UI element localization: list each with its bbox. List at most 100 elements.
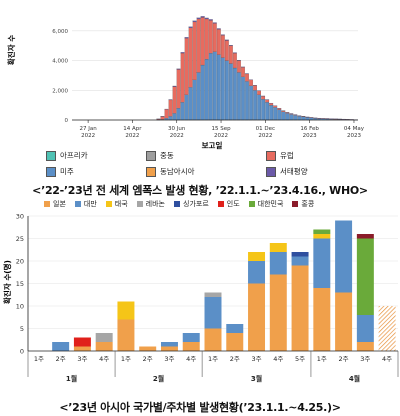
chart2-week-label: 3주 (164, 355, 174, 363)
legend-label: 아프리카 (60, 151, 88, 160)
chart1-bar-europe (184, 38, 189, 95)
legend-item-middle-east: 중동 (146, 150, 174, 161)
chart2-bar-segment (335, 292, 353, 351)
legend-swatch (146, 150, 156, 161)
legend2-swatch (217, 201, 224, 207)
legend2-item-japan: 일본 (44, 198, 66, 210)
chart1-bar-americas (241, 76, 245, 121)
chart1-bar-americas (220, 57, 225, 121)
chart2-bar-segment (335, 220, 353, 293)
legend2-label: 인도 (226, 200, 240, 208)
chart1-bar-europe (220, 35, 225, 58)
legend2-label: 레바논 (145, 200, 165, 208)
chart1-x-tick-label: 30 Jun (168, 126, 186, 132)
chart1-bar-others (224, 39, 229, 41)
chart2-bar-segment (269, 243, 287, 252)
legend2-label: 대만 (83, 200, 97, 208)
chart2-bar-segment (269, 274, 287, 351)
legend-item-w-pacific: 서태평양 (266, 166, 308, 177)
chart2-bar-segment (291, 265, 309, 351)
chart1-y-tick-label: 6,000 (52, 29, 68, 35)
chart2-week-label: 4주 (382, 355, 392, 363)
chart1-bar-americas (289, 114, 294, 121)
chart2-bar-segment (139, 346, 157, 351)
legend2-swatch (136, 201, 143, 207)
chart2-y-tick-label: 5 (20, 325, 24, 333)
chart1-bar-americas (261, 99, 266, 121)
chart1-bar-others (200, 16, 205, 18)
country-legend: 일본 대만 태국 레바논 싱가포르 인도 대한민국 홍콩 (44, 198, 384, 210)
chart1-bar-europe (257, 90, 261, 95)
chart1-bar-americas (277, 109, 282, 121)
chart1-bar-europe (224, 40, 229, 61)
chart2-bar-segment (160, 346, 178, 351)
chart1-bar-europe (265, 99, 270, 103)
chart2-week-label: 3주 (360, 355, 370, 363)
chart2-week-label: 2주 (56, 355, 66, 363)
chart1-bar-europe (200, 17, 205, 66)
chart1-bar-europe (192, 21, 197, 80)
chart1-bar-europe (273, 105, 278, 108)
chart1-bar-others (216, 28, 221, 30)
chart1-x-tick-label: 14 Apr (123, 126, 142, 132)
chart1-bar-americas (176, 108, 181, 121)
chart1-bar-europe (176, 69, 181, 109)
legend2-label: 태국 (114, 200, 128, 208)
chart1-bar-americas (293, 115, 298, 121)
chart2-week-label: 4주 (273, 355, 283, 363)
chart2-week-label: 1주 (208, 355, 218, 363)
chart2-bar-segment (356, 238, 374, 315)
chart1-bar-europe (289, 113, 294, 115)
legend2-label: 대한민국 (257, 200, 284, 208)
chart2-month-label: 1월 (66, 374, 77, 383)
legend2-item-lebanon: 레바논 (136, 198, 165, 210)
chart1-bar-europe (249, 79, 253, 86)
chart1-bar-americas (172, 113, 177, 121)
chart2-bar-segment (226, 324, 244, 333)
chart2-bar-segment (182, 342, 200, 351)
chart1-bar-others (196, 17, 201, 20)
chart2-bar-segment (95, 333, 113, 342)
chart1-bar-americas (301, 116, 306, 121)
chart1-bar-americas (184, 94, 189, 121)
chart1-bar-others (188, 26, 193, 28)
chart1-bar-europe (229, 45, 233, 64)
chart1-bar-americas (200, 64, 205, 121)
legend2-item-singapore: 싱가포르 (174, 198, 209, 210)
chart1-bar-americas (168, 116, 173, 121)
chart2-week-label: 1주 (34, 355, 44, 363)
chart2-bar-segment (313, 229, 331, 234)
chart2-y-tick-label: 10 (16, 303, 24, 311)
chart1-bar-others (180, 52, 185, 54)
legend-item-europe: 유럽 (266, 150, 294, 161)
chart1-bar-europe (237, 60, 241, 73)
legend-swatch (46, 150, 56, 161)
chart2-week-label: 4주 (186, 355, 196, 363)
chart1-bar-others (233, 52, 237, 54)
chart2-month-label: 3월 (251, 374, 262, 383)
asia-weekly-chart: 확진자 수(명) 0 5 10 15 20 25 30 1주 2주 3주 4주 1주 2주 3주 4주 1주 2… (2, 213, 399, 383)
chart1-bar-europe (160, 116, 165, 120)
chart1-bar-europe (188, 27, 193, 88)
chart2-week-label: 1주 (121, 355, 131, 363)
chart1-x-tick-label: 16 Feb (300, 126, 319, 132)
chart1-x-tick-year: 2022 (214, 133, 228, 139)
chart2-bar-segment (73, 346, 91, 351)
legend2-label: 홍콩 (301, 200, 315, 208)
chart1-bar-europe (180, 53, 185, 103)
chart2-bar-segment (204, 297, 222, 329)
legend2-label: 일본 (53, 200, 66, 208)
chart1-bar-americas (269, 105, 274, 121)
chart2-bar-segment (182, 333, 200, 342)
chart2-week-label: 2주 (230, 355, 240, 363)
chart2-y-tick-label: 30 (16, 213, 24, 221)
chart2-bar-segment (356, 315, 374, 342)
chart2-bar-segment (248, 252, 266, 261)
chart2-month-label: 4월 (349, 374, 360, 383)
chart2-week-label: 1주 (317, 355, 327, 363)
chart2-bar-segment (95, 342, 113, 351)
chart2-bar-segment (313, 288, 331, 351)
chart1-bar-americas (281, 111, 286, 121)
chart1-bar-others (172, 85, 177, 87)
